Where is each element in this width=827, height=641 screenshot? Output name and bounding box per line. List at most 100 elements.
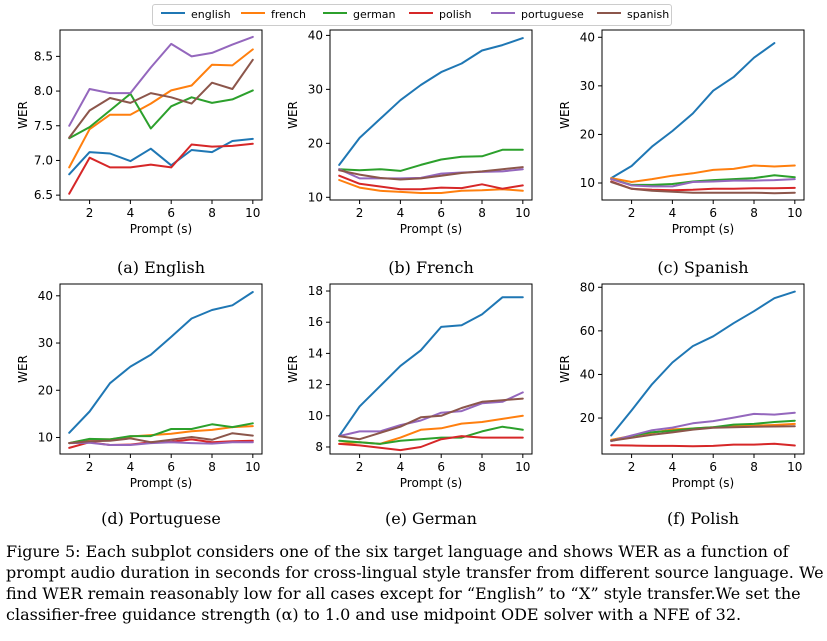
series-line-polish bbox=[338, 435, 524, 452]
y-tick-label: 7.5 bbox=[34, 119, 53, 133]
plot-frame bbox=[329, 29, 533, 201]
x-tick-label: 8 bbox=[750, 206, 758, 220]
legend: english french german polish portuguese spani… bbox=[152, 4, 672, 26]
x-tick-label: 4 bbox=[397, 206, 405, 220]
x-axis-label: Prompt (s) bbox=[672, 476, 734, 490]
x-tick-label: 8 bbox=[478, 460, 486, 474]
series-line-german bbox=[610, 419, 796, 442]
plot-frame bbox=[59, 283, 263, 455]
figure-caption: Figure 5: Each subplot considers one of … bbox=[6, 541, 824, 625]
y-tick-label: 16 bbox=[308, 315, 323, 329]
x-axis-label: Prompt (s) bbox=[130, 476, 192, 490]
x-tick-label: 4 bbox=[669, 460, 677, 474]
y-tick-label: 8.0 bbox=[34, 84, 53, 98]
y-tick-label: 30 bbox=[308, 82, 323, 96]
x-tick-label: 8 bbox=[208, 460, 216, 474]
plot-frame bbox=[329, 283, 533, 455]
y-tick-label: 30 bbox=[38, 336, 53, 350]
series-line-spanish bbox=[68, 432, 254, 445]
y-tick-label: 80 bbox=[580, 280, 595, 294]
y-tick-label: 60 bbox=[580, 324, 595, 338]
caption-line: classifier-free guidance strength (α) to… bbox=[6, 605, 742, 624]
y-tick-label: 40 bbox=[38, 289, 53, 303]
series-line-portuguese bbox=[610, 178, 796, 188]
x-tick-label: 10 bbox=[245, 460, 260, 474]
series-line-german bbox=[338, 425, 524, 445]
x-tick-label: 4 bbox=[127, 206, 135, 220]
series-line-english bbox=[610, 290, 796, 437]
legend-swatch-english bbox=[161, 12, 185, 14]
y-tick-label: 10 bbox=[580, 176, 595, 190]
x-tick-label: 2 bbox=[356, 206, 364, 220]
y-tick-label: 12 bbox=[308, 378, 323, 392]
x-tick-label: 4 bbox=[397, 460, 405, 474]
x-tick-label: 10 bbox=[245, 206, 260, 220]
x-tick-label: 6 bbox=[167, 206, 175, 220]
x-tick-label: 8 bbox=[750, 460, 758, 474]
x-tick-label: 10 bbox=[515, 206, 530, 220]
y-tick-label: 10 bbox=[308, 409, 323, 423]
series-line-french bbox=[338, 179, 524, 194]
y-tick-label: 30 bbox=[580, 79, 595, 93]
series-line-polish bbox=[610, 442, 796, 448]
legend-label-spanish: spanish bbox=[627, 8, 670, 21]
legend-label-english: english bbox=[191, 8, 231, 21]
y-tick-label: 20 bbox=[580, 127, 595, 141]
series-line-portuguese bbox=[610, 411, 796, 443]
legend-swatch-french bbox=[241, 12, 265, 14]
x-tick-label: 10 bbox=[787, 206, 802, 220]
series-line-german bbox=[68, 89, 254, 140]
y-axis-label: WER bbox=[16, 355, 30, 383]
x-axis-label: Prompt (s) bbox=[130, 222, 192, 236]
y-tick-label: 8 bbox=[315, 440, 323, 454]
x-tick-label: 2 bbox=[628, 460, 636, 474]
y-tick-label: 6.5 bbox=[34, 188, 53, 202]
y-tick-label: 20 bbox=[580, 411, 595, 425]
legend-label-portuguese: portuguese bbox=[521, 8, 584, 21]
y-tick-label: 40 bbox=[580, 367, 595, 381]
caption-line: find WER remain reasonably low for all c… bbox=[6, 584, 801, 603]
series-line-portuguese bbox=[68, 441, 254, 446]
y-tick-label: 10 bbox=[308, 190, 323, 204]
caption-line: prompt audio duration in seconds for cro… bbox=[6, 563, 824, 582]
subplot-caption: (b) French bbox=[388, 258, 474, 277]
series-line-german bbox=[68, 422, 254, 445]
x-axis-label: Prompt (s) bbox=[672, 222, 734, 236]
legend-swatch-polish bbox=[409, 12, 433, 14]
x-tick-label: 2 bbox=[628, 206, 636, 220]
series-line-polish bbox=[338, 174, 524, 191]
x-tick-label: 6 bbox=[167, 460, 175, 474]
series-line-spanish bbox=[338, 397, 524, 441]
x-tick-label: 2 bbox=[86, 460, 94, 474]
y-tick-label: 18 bbox=[308, 284, 323, 298]
y-axis-label: WER bbox=[286, 355, 300, 383]
y-axis-label: WER bbox=[286, 101, 300, 129]
series-line-english bbox=[338, 296, 524, 438]
series-line-polish bbox=[68, 142, 254, 195]
subplot-caption: (a) English bbox=[116, 258, 206, 277]
legend-label-german: german bbox=[353, 8, 396, 21]
x-tick-label: 6 bbox=[437, 460, 445, 474]
series-line-portuguese bbox=[338, 168, 524, 180]
series-line-spanish bbox=[338, 166, 524, 181]
y-tick-label: 40 bbox=[580, 30, 595, 44]
legend-label-french: french bbox=[271, 8, 306, 21]
y-tick-label: 7.0 bbox=[34, 153, 53, 167]
x-tick-label: 8 bbox=[208, 206, 216, 220]
plot-frame bbox=[59, 29, 263, 201]
legend-swatch-spanish bbox=[597, 12, 621, 14]
series-line-english bbox=[610, 42, 776, 180]
plot-frame bbox=[601, 283, 805, 455]
legend-label-polish: polish bbox=[439, 8, 472, 21]
series-line-french bbox=[68, 48, 254, 169]
x-tick-label: 6 bbox=[709, 206, 717, 220]
x-axis-label: Prompt (s) bbox=[400, 222, 462, 236]
plot-frame bbox=[601, 29, 805, 201]
legend-swatch-german bbox=[323, 12, 347, 14]
